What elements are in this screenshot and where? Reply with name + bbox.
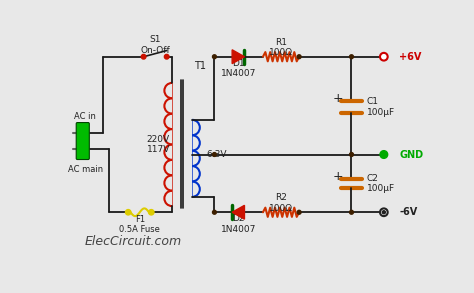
Text: GND: GND xyxy=(399,149,423,159)
Text: C2
100μF: C2 100μF xyxy=(367,174,395,193)
Polygon shape xyxy=(232,205,245,219)
Text: +: + xyxy=(380,52,388,62)
Circle shape xyxy=(383,211,385,214)
Text: AC main: AC main xyxy=(67,166,103,174)
Text: R2
100Ω: R2 100Ω xyxy=(269,193,293,213)
Circle shape xyxy=(380,151,388,158)
FancyBboxPatch shape xyxy=(76,122,89,159)
Circle shape xyxy=(164,54,169,59)
Text: D2
1N4007: D2 1N4007 xyxy=(220,214,256,234)
Circle shape xyxy=(212,55,216,59)
Circle shape xyxy=(349,153,354,156)
Text: ElecCircuit.com: ElecCircuit.com xyxy=(85,235,182,248)
Text: D1
1N4007: D1 1N4007 xyxy=(220,59,256,78)
Circle shape xyxy=(141,54,146,59)
Circle shape xyxy=(380,53,388,61)
Circle shape xyxy=(380,208,388,216)
Text: R1
100Ω: R1 100Ω xyxy=(269,38,293,57)
Text: +: + xyxy=(332,170,343,183)
Text: +: + xyxy=(332,92,343,105)
Text: T1: T1 xyxy=(194,61,206,71)
Text: AC in: AC in xyxy=(74,112,96,120)
Circle shape xyxy=(349,55,354,59)
Circle shape xyxy=(297,210,301,214)
Text: 6.3V: 6.3V xyxy=(206,150,227,159)
Circle shape xyxy=(297,55,301,59)
Text: F1
0.5A Fuse: F1 0.5A Fuse xyxy=(119,215,160,234)
Text: +6V: +6V xyxy=(399,52,421,62)
Circle shape xyxy=(212,153,216,156)
Circle shape xyxy=(212,210,216,214)
Text: -6V: -6V xyxy=(399,207,418,217)
Polygon shape xyxy=(232,50,245,64)
Text: C1
100μF: C1 100μF xyxy=(367,97,395,117)
Text: S1
On-Off: S1 On-Off xyxy=(140,35,170,55)
Circle shape xyxy=(349,210,354,214)
Text: 220V
117V: 220V 117V xyxy=(146,135,170,154)
Circle shape xyxy=(149,209,154,215)
Circle shape xyxy=(126,209,131,215)
